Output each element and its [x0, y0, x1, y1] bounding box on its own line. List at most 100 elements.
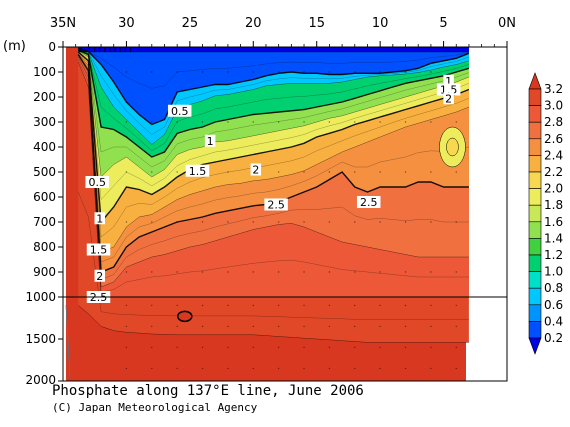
station-dot — [252, 367, 254, 370]
station-dot — [125, 121, 128, 123]
x-tick-label: 0N — [498, 16, 516, 31]
station-dot — [151, 367, 153, 370]
station-dot — [277, 304, 280, 307]
contour-label: 2 — [445, 92, 452, 105]
station-dot — [277, 346, 280, 349]
station-dot — [277, 171, 280, 173]
contour-label-bg — [94, 269, 106, 282]
y-tick-label: 2000 — [25, 373, 56, 387]
station-dot — [404, 221, 407, 223]
contour-label: 2 — [252, 164, 259, 177]
station-dot — [354, 221, 356, 223]
station-dot — [430, 367, 432, 370]
station-dot — [455, 346, 457, 349]
station-dot — [151, 271, 153, 273]
contour-label-bg — [264, 198, 288, 211]
station-dot — [404, 71, 407, 73]
contour-line-minor — [78, 49, 469, 152]
station-dot — [303, 71, 305, 73]
contour-line-0-8 — [78, 48, 469, 145]
contour-line-1-2 — [77, 49, 470, 158]
station-dot — [277, 221, 280, 223]
station-dot — [227, 221, 229, 223]
station-dot — [252, 271, 254, 273]
station-dot — [430, 121, 432, 123]
station-dot — [379, 71, 381, 73]
y-tick-label: 100 — [33, 65, 56, 79]
contour-label: 1.5 — [90, 244, 108, 257]
station-dot — [404, 304, 407, 307]
station-dot — [176, 271, 178, 273]
colorbar-label: 2.4 — [544, 148, 563, 162]
contour-eddy-inner — [446, 137, 459, 157]
station-dot — [227, 346, 229, 349]
y-tick-label: 1500 — [25, 332, 56, 346]
band-0-4 — [78, 47, 469, 125]
contour-line-minor — [78, 50, 469, 168]
contour-label: 1 — [445, 75, 452, 88]
colorbar-segment — [528, 254, 542, 272]
station-dot — [176, 325, 178, 328]
contour-label-bg — [443, 92, 454, 105]
colorbar-segment — [528, 188, 542, 206]
station-dot — [201, 221, 204, 223]
colorbar-arrow-bottom — [528, 337, 542, 355]
station-dot — [354, 304, 356, 307]
contour-line-3-2 — [78, 305, 469, 343]
colorbar-segment — [528, 171, 542, 189]
contour-line-2-4 — [78, 53, 469, 253]
contour-label: 1 — [207, 135, 214, 148]
station-dot — [252, 71, 254, 73]
station-dot — [227, 71, 229, 73]
colorbar-label: 0.6 — [544, 298, 563, 312]
station-dot — [303, 325, 305, 328]
y-tick-label: 0 — [48, 40, 56, 54]
station-dot — [201, 346, 204, 349]
station-dot — [354, 271, 356, 273]
colorbar-segment — [528, 221, 542, 239]
station-dot — [176, 171, 178, 173]
plot-frame — [62, 46, 508, 382]
x-tick-label: 35N — [50, 16, 76, 31]
station-dot — [379, 171, 381, 173]
station-dot — [201, 304, 204, 307]
station-dot — [125, 367, 128, 370]
y-tick-label: 800 — [33, 240, 56, 254]
station-dot — [303, 304, 305, 307]
colorbar-label: 0.8 — [544, 281, 563, 295]
station-dot — [201, 121, 204, 123]
station-dot — [379, 304, 381, 307]
colorbar-segment — [528, 287, 542, 306]
station-dot — [125, 304, 128, 307]
contour-line-2 — [77, 51, 470, 224]
contour-label-bg — [85, 176, 110, 188]
y-tick-label: 1000 — [25, 290, 56, 304]
station-dot — [328, 304, 331, 307]
colorbar-label: 1.4 — [544, 231, 563, 245]
y-tick-label: 200 — [33, 90, 56, 104]
colorbar-label: 1.2 — [544, 248, 563, 262]
contour-label: 1 — [96, 212, 103, 225]
colorbar-label: 3.0 — [544, 99, 563, 113]
contour-line-minor — [78, 55, 469, 280]
colorbar-label: 1.0 — [544, 265, 563, 279]
station-dot — [125, 221, 128, 223]
station-dot — [201, 325, 204, 328]
y-tick-label: 400 — [33, 140, 56, 154]
station-dot — [328, 121, 331, 123]
station-dot — [430, 71, 432, 73]
band-0-2 — [78, 47, 469, 52]
colorbar-arrow-top — [528, 72, 542, 90]
station-dot — [176, 71, 178, 73]
contour-label: 2.5 — [267, 199, 285, 212]
station-dot — [455, 325, 457, 328]
station-dot — [404, 367, 407, 370]
station-dot — [379, 121, 381, 123]
station-dot — [277, 121, 280, 123]
station-dot — [328, 171, 331, 173]
station-dot — [455, 221, 457, 223]
contour-line-1-6 — [78, 50, 469, 178]
station-dot — [379, 346, 381, 349]
x-tick-label: 20 — [245, 16, 262, 31]
x-tick-label: 25 — [182, 16, 199, 31]
